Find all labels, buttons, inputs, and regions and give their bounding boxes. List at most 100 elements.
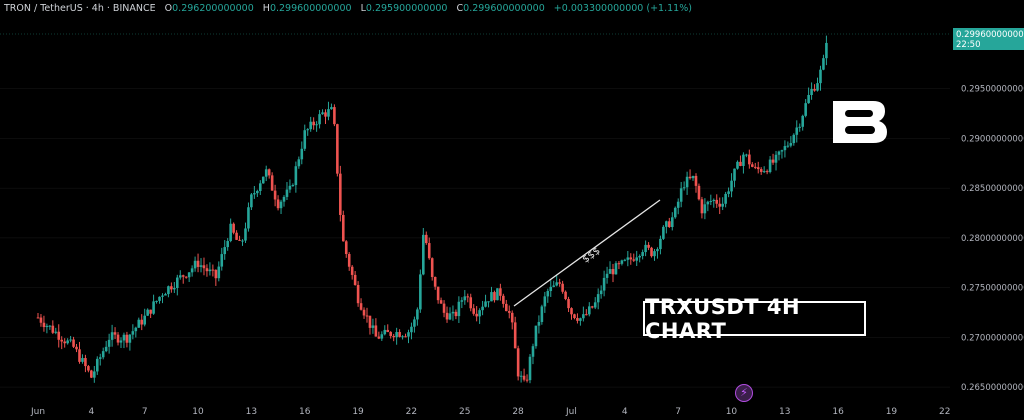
high-label: H (262, 3, 270, 14)
candle-body (193, 260, 197, 269)
candle-body (282, 196, 286, 202)
candle-body (95, 358, 99, 372)
candle-body (679, 188, 683, 202)
trendline-label: $$$ (581, 245, 603, 265)
candle-body (303, 130, 307, 149)
candle-body (487, 301, 490, 303)
candle-body (762, 171, 766, 173)
candle-body (454, 311, 458, 317)
candle-body (739, 161, 742, 166)
close-value: 0.299600000000 (463, 3, 545, 14)
candle-body (650, 247, 653, 257)
candle-body (116, 334, 120, 343)
candle-body (42, 322, 46, 328)
candle-body (656, 249, 659, 252)
candle-body (614, 263, 618, 275)
candle-body (167, 286, 170, 295)
candle-body (164, 294, 167, 296)
time-tick-label: 22 (939, 407, 950, 417)
candle-body (416, 309, 419, 320)
candle-body (333, 107, 336, 125)
candle-body (202, 265, 206, 269)
candle-body (659, 238, 662, 250)
candle-body (819, 69, 822, 84)
candle-body (638, 256, 641, 258)
candle-body (380, 334, 384, 339)
candle-body (232, 223, 235, 233)
candle-body (57, 331, 61, 340)
candle-body (635, 257, 639, 261)
candle-body (321, 112, 324, 115)
candle-body (582, 314, 585, 319)
candle-body (510, 312, 514, 323)
candle-body (774, 154, 778, 163)
candle-body (371, 325, 375, 328)
candle-body (519, 375, 523, 377)
candle-body (184, 276, 188, 278)
candle-body (751, 164, 754, 167)
candle-body (45, 325, 49, 328)
candle-body (670, 217, 674, 228)
candle-body (617, 263, 621, 265)
candle-body (84, 358, 87, 367)
candle-body (383, 329, 387, 335)
candle-body (75, 346, 78, 350)
candle-body (697, 185, 701, 200)
candle-body (469, 297, 473, 309)
candle-body (736, 161, 739, 169)
candle-body (419, 274, 422, 310)
time-tick-label: 10 (192, 407, 204, 417)
candle-body (54, 331, 58, 333)
price-tick-label: 0.290000000000 (961, 134, 1024, 144)
candle-body (424, 234, 428, 244)
candle-body (244, 228, 247, 241)
candle-body (644, 244, 647, 253)
candle-body (516, 348, 520, 377)
candle-body (558, 282, 561, 284)
candle-body (422, 234, 425, 275)
high-value: 0.299600000000 (269, 3, 352, 14)
candle-body (359, 303, 363, 310)
candle-body (792, 134, 796, 144)
candle-body (261, 176, 265, 184)
candle-body (110, 332, 114, 340)
candle-body (78, 349, 81, 362)
candle-body (795, 127, 799, 135)
candle-body (502, 295, 505, 304)
candle-body (158, 296, 161, 301)
candle-body (72, 339, 75, 347)
candle-body (448, 313, 452, 320)
candle-body (528, 356, 532, 381)
candle-body (460, 300, 464, 302)
candle-body (653, 251, 656, 257)
candle-body (694, 175, 698, 186)
time-tick-label: 7 (675, 407, 681, 417)
low-value: 0.295900000000 (365, 3, 448, 14)
candle-body (344, 241, 348, 255)
candle-body (196, 260, 200, 267)
time-tick-label: 10 (726, 407, 738, 417)
candle-body (567, 299, 570, 309)
candle-body (662, 226, 665, 239)
candle-body (445, 312, 449, 320)
candle-body (36, 317, 40, 319)
candle-body (214, 269, 218, 279)
time-axis: Jun 4 7 10 13 16 19 22 25 28 Jul 4 7 10 13 16 19 22 (30, 407, 951, 417)
candle-body (433, 276, 437, 287)
support-trendline (513, 199, 661, 307)
candle-body (712, 199, 716, 202)
candle-body (104, 346, 108, 352)
candle-body (718, 203, 722, 207)
time-tick-label: 16 (832, 407, 844, 417)
candle-body (90, 370, 93, 378)
candle-body (466, 296, 470, 298)
lightning-icon[interactable]: ⚡ (735, 384, 753, 402)
candle-body (404, 336, 407, 338)
candle-body (377, 336, 381, 339)
candle-body (155, 300, 158, 302)
candle-body (81, 358, 84, 362)
candle-body (727, 191, 730, 194)
candle-body (427, 243, 431, 259)
candle-body (673, 207, 677, 218)
open-value: 0.296200000000 (172, 3, 254, 14)
